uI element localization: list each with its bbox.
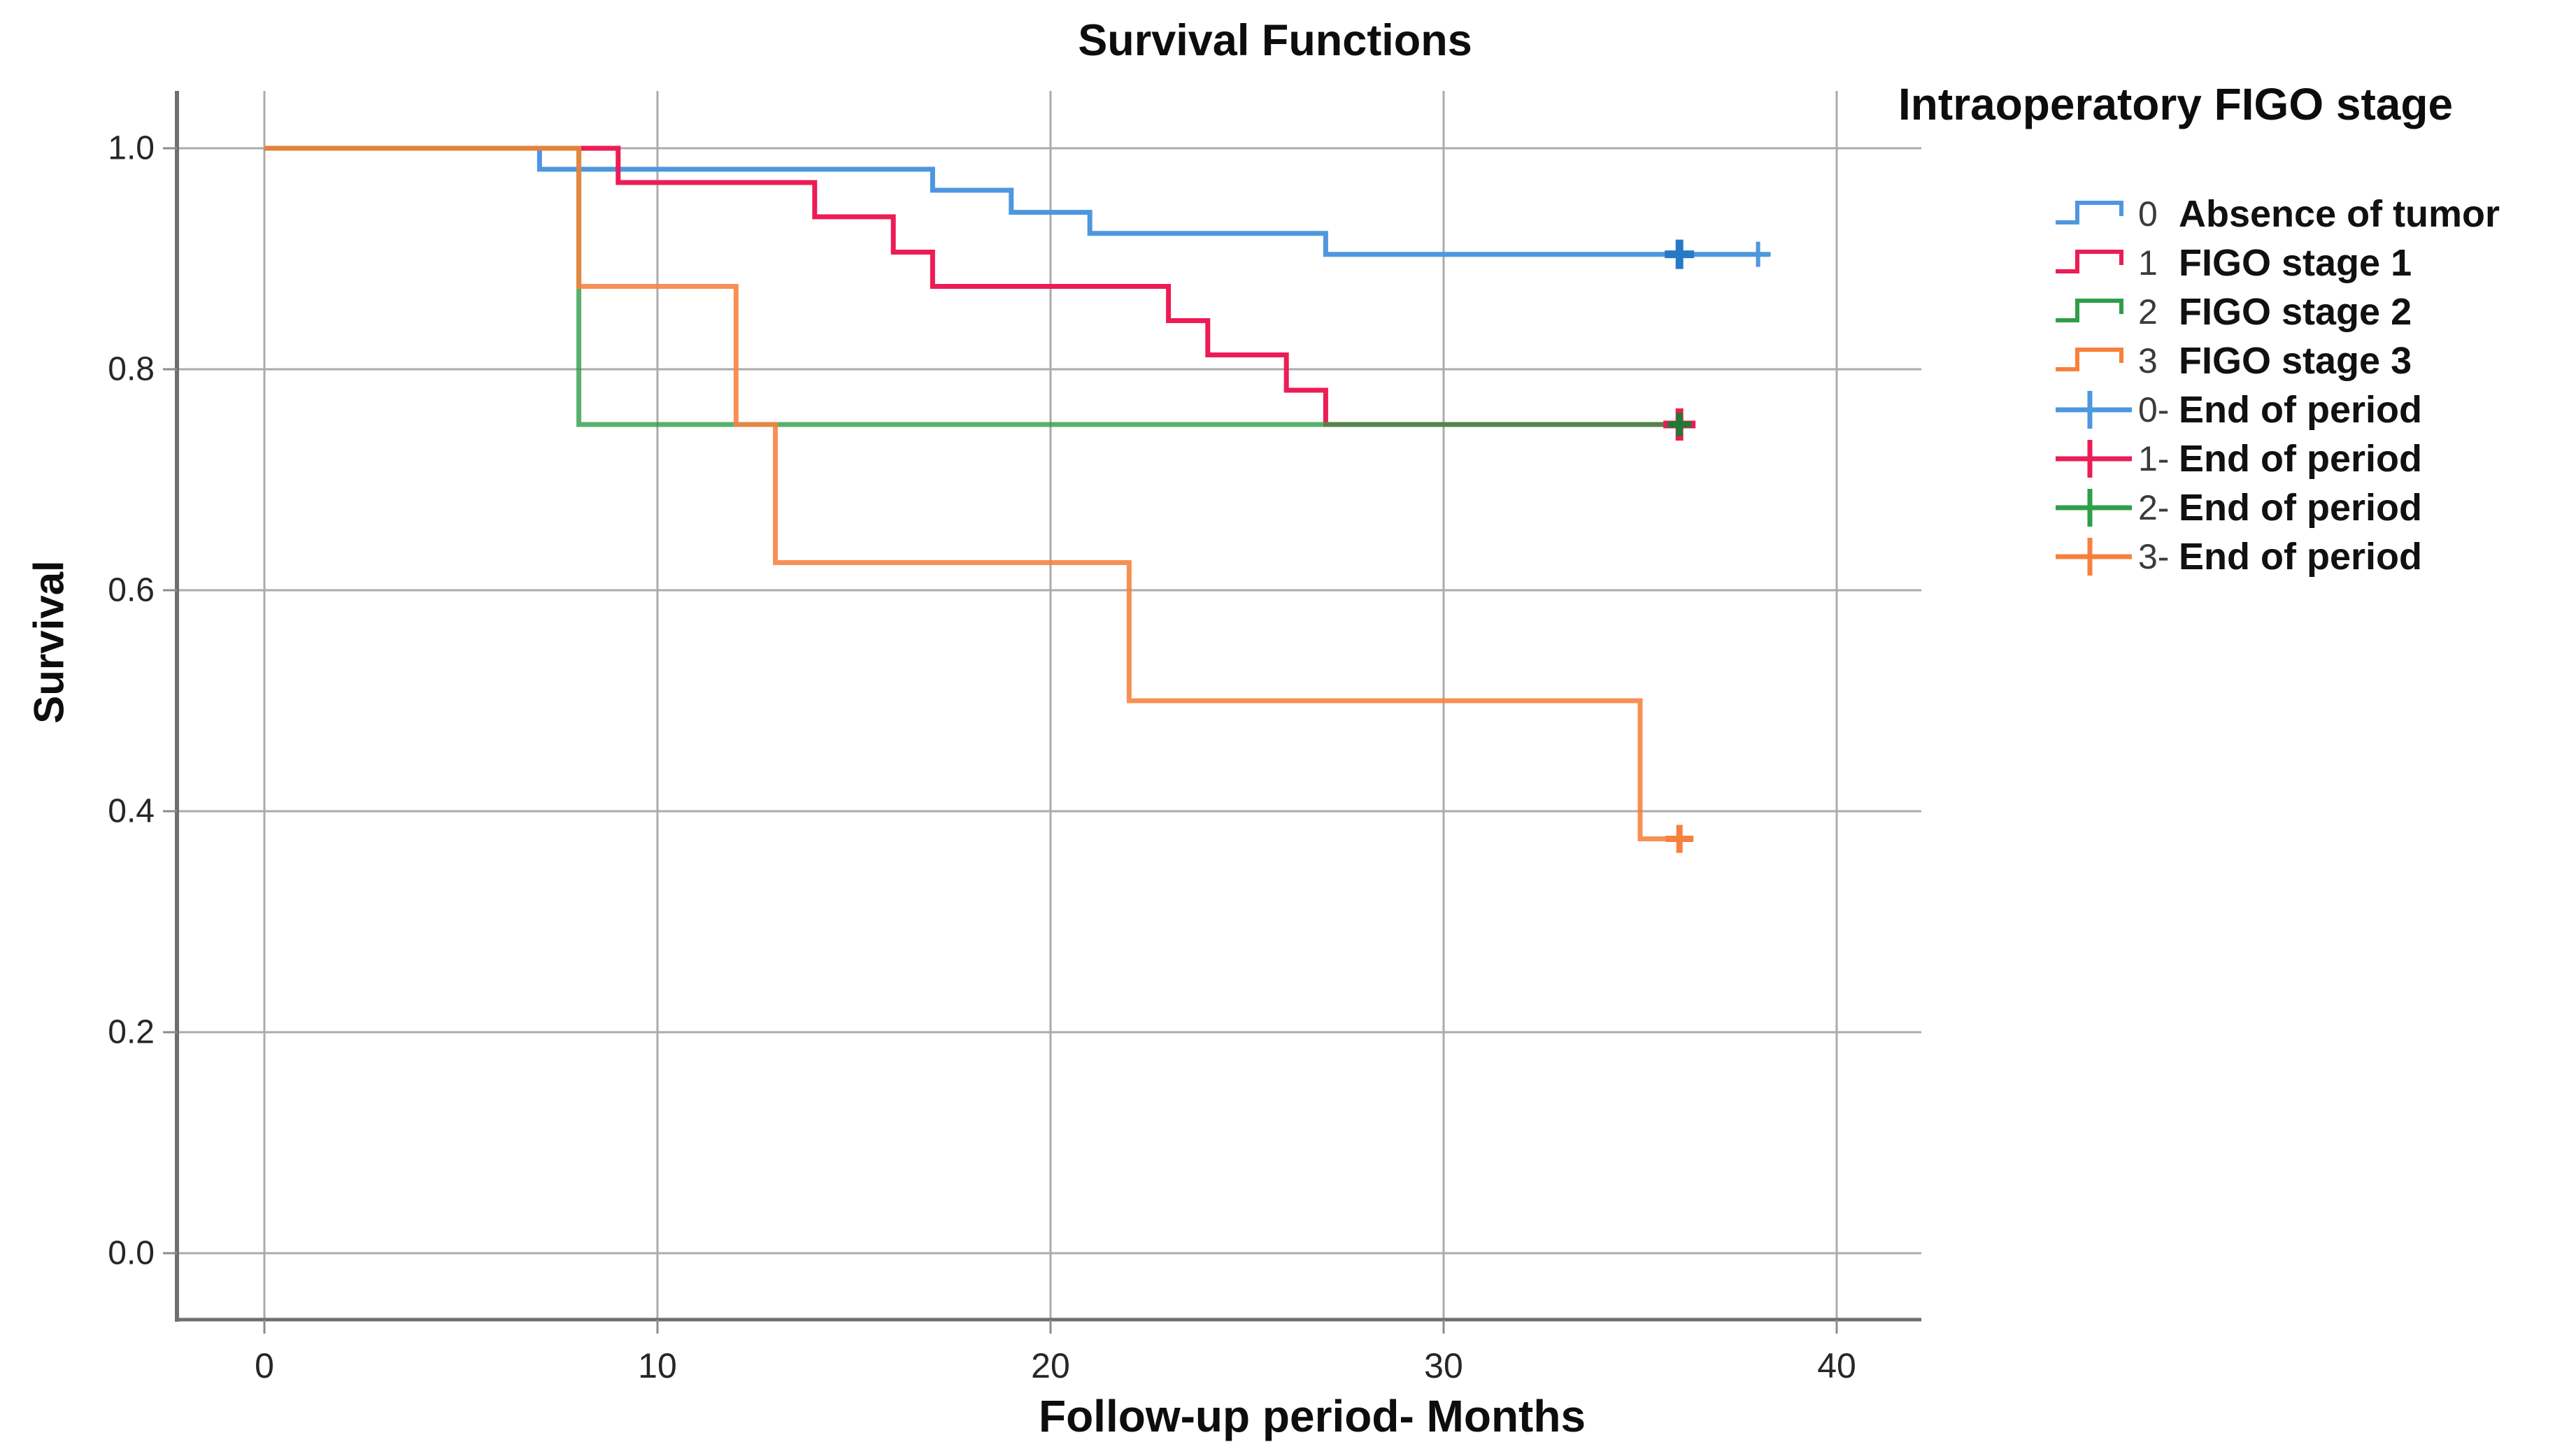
legend-censor-plus-icon xyxy=(2056,391,2132,429)
legend-item: 1- End of period xyxy=(2054,434,2549,483)
legend-items: 0 Absence of tumor 1 FIGO stage 1 2 FIGO stag… xyxy=(2054,190,2549,581)
legend-item-label: End of period xyxy=(2179,536,2422,578)
legend-step-line-icon xyxy=(2056,250,2123,274)
x-tick-label: 10 xyxy=(638,1346,677,1385)
legend-step-line-icon xyxy=(2056,201,2123,225)
censor-marker-2 xyxy=(1667,413,1692,437)
legend-item: 0 Absence of tumor xyxy=(2054,190,2549,238)
legend-item-label: FIGO stage 2 xyxy=(2179,291,2412,334)
legend-censor-plus-icon xyxy=(2056,538,2132,576)
x-tick-label: 0 xyxy=(255,1346,274,1385)
legend: Intraoperatory FIGO stage 0 Absence of tu… xyxy=(1898,79,2549,581)
legend-item: 1 FIGO stage 1 xyxy=(2054,238,2549,287)
legend-item-label: End of period xyxy=(2179,438,2422,480)
series-curve-3 xyxy=(264,145,1688,841)
series-curve-0 xyxy=(264,145,1770,257)
legend-item-code: 2 xyxy=(2138,292,2158,332)
y-tick-label: 0.2 xyxy=(108,1014,155,1051)
legend-censor-plus-icon xyxy=(2056,440,2132,478)
y-tick-label: 0.8 xyxy=(108,351,155,388)
legend-item-code: 2- xyxy=(2138,488,2170,528)
legend-item: 2- End of period xyxy=(2054,483,2549,532)
x-tick-label: 30 xyxy=(1424,1346,1463,1385)
y-tick-label: 0.0 xyxy=(108,1235,155,1272)
y-tick-label: 1.0 xyxy=(108,130,155,167)
legend-item: 3 FIGO stage 3 xyxy=(2054,336,2549,385)
x-tick-label: 20 xyxy=(1031,1346,1070,1385)
legend-item-code: 3 xyxy=(2138,341,2158,381)
legend-censor-plus-icon xyxy=(2056,489,2132,527)
y-tick-label: 0.6 xyxy=(108,572,155,609)
legend-item: 0- End of period xyxy=(2054,385,2549,434)
legend-item-label: FIGO stage 3 xyxy=(2179,340,2412,383)
series-curve-1 xyxy=(264,145,1692,427)
y-tick-label: 0.4 xyxy=(108,793,155,830)
legend-step-line-icon xyxy=(2056,299,2123,323)
censor-marker-0 xyxy=(1745,241,1771,267)
censor-marker-0 xyxy=(1665,239,1695,269)
legend-item-code: 3- xyxy=(2138,537,2170,577)
censor-marker-3 xyxy=(1665,825,1694,853)
x-axis-title: Follow-up period- Months xyxy=(1038,1391,1586,1441)
legend-item-code: 1 xyxy=(2138,243,2158,283)
legend-item: 2 FIGO stage 2 xyxy=(2054,287,2549,336)
legend-item-code: 0 xyxy=(2138,194,2158,234)
x-tick-label: 40 xyxy=(1817,1346,1856,1385)
legend-item: 3- End of period xyxy=(2054,532,2549,581)
legend-item-label: End of period xyxy=(2179,487,2422,529)
legend-item-label: FIGO stage 1 xyxy=(2179,242,2412,285)
legend-step-line-icon xyxy=(2056,348,2123,372)
legend-item-label: Absence of tumor xyxy=(2179,193,2500,236)
legend-title: Intraoperatory FIGO stage xyxy=(1898,79,2454,129)
legend-item-code: 1- xyxy=(2138,439,2170,479)
legend-item-label: End of period xyxy=(2179,389,2422,431)
chart-title: Survival Functions xyxy=(1078,16,1472,65)
legend-item-code: 0- xyxy=(2138,390,2170,430)
